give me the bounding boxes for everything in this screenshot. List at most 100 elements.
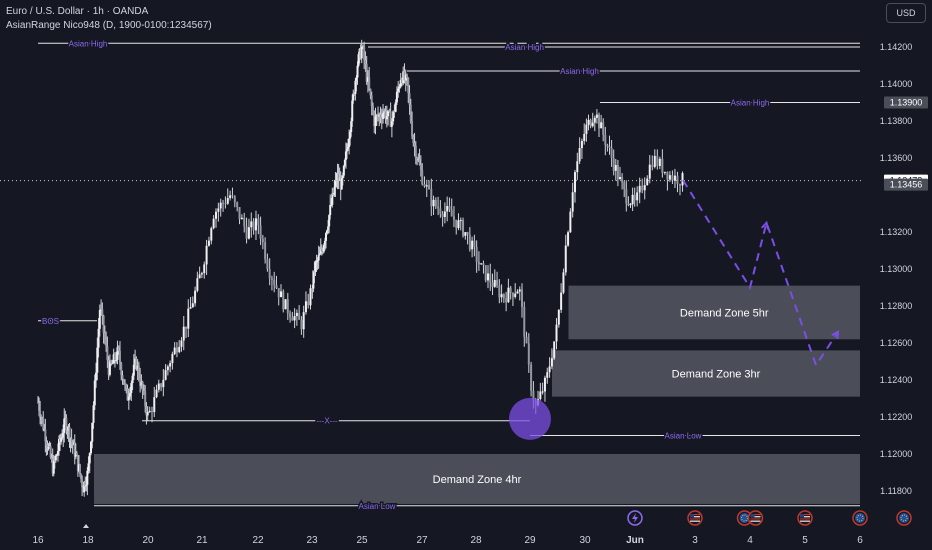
y-tick-label: 1.12600 <box>880 338 913 348</box>
candle-body <box>336 173 339 182</box>
candle-body <box>380 117 383 119</box>
candle-body <box>222 202 225 204</box>
candle-body <box>317 255 320 261</box>
x-tick-label: 25 <box>356 535 368 546</box>
candle-body <box>53 460 56 462</box>
candle-body <box>412 136 415 143</box>
candle-body <box>330 204 333 206</box>
candle-body <box>434 199 437 207</box>
candle-body <box>404 74 407 81</box>
candle-body <box>137 365 140 379</box>
candle-body <box>240 217 243 220</box>
x-tick-label: 21 <box>196 535 208 546</box>
candle-body <box>633 194 636 201</box>
candle-body <box>122 379 125 385</box>
flag-field <box>855 513 865 523</box>
candle-body <box>629 204 632 206</box>
demand-zone[interactable] <box>552 350 860 397</box>
candle-body <box>482 263 485 266</box>
candle-body <box>217 208 220 212</box>
candle-body <box>342 165 345 176</box>
candle-body <box>589 119 592 127</box>
flag-stripe <box>690 520 700 522</box>
candle-body <box>302 312 305 330</box>
candle-body <box>591 122 594 127</box>
candle-body <box>266 259 269 270</box>
level-label: Asian High <box>69 39 108 48</box>
candle-body <box>471 240 474 250</box>
candle-body <box>587 119 590 125</box>
candle-body <box>402 71 405 84</box>
candle-body <box>619 177 621 180</box>
highlight-circle[interactable] <box>509 397 551 440</box>
candle-body <box>282 291 285 310</box>
flag-stripe <box>690 514 700 516</box>
currency-button[interactable]: USD <box>886 3 926 23</box>
candle-body <box>332 193 335 195</box>
flag-stars <box>856 514 864 522</box>
candle-body <box>539 391 542 399</box>
candle-body <box>66 430 69 432</box>
demand-zone[interactable] <box>568 285 861 340</box>
candle-body <box>316 260 319 262</box>
candle-body <box>523 306 526 337</box>
candle-body <box>100 309 103 311</box>
candle-body <box>489 273 492 283</box>
candle-body <box>343 159 346 166</box>
candle-body <box>313 270 316 273</box>
candle-body <box>567 232 570 246</box>
candle-body <box>84 481 87 487</box>
candle-body <box>79 464 81 475</box>
candle-body <box>180 340 183 347</box>
candle-body <box>257 218 260 226</box>
flag-stripe <box>800 514 810 516</box>
candle-body <box>111 363 114 365</box>
y-tick-label: 1.12800 <box>880 301 913 311</box>
demand-zone[interactable] <box>94 454 860 504</box>
candle-body <box>511 292 514 297</box>
candle-body <box>56 451 59 455</box>
candle-body <box>236 202 239 207</box>
candle-body <box>229 195 232 199</box>
candle-body <box>557 309 560 325</box>
candle-body <box>651 164 654 167</box>
candle-body <box>76 455 79 471</box>
candle-body <box>108 361 111 375</box>
candle-body <box>346 149 348 152</box>
candle-body <box>187 308 190 329</box>
candle-body <box>627 203 630 206</box>
candle-body <box>238 206 241 220</box>
candle-body <box>553 341 556 359</box>
flag-stripe <box>750 514 761 516</box>
us-flag-icon[interactable] <box>747 510 764 526</box>
candle-body <box>92 405 95 423</box>
flag-stripe <box>750 516 761 518</box>
candle-body <box>98 310 101 329</box>
candle-body <box>468 234 471 250</box>
candle-body <box>392 111 395 122</box>
candle-body <box>328 215 331 227</box>
candle-body <box>500 294 503 298</box>
candle-body <box>550 358 553 367</box>
candle-body <box>585 124 588 134</box>
indicator-label: AsianRange Nico948 (D, 1900-0100:1234567… <box>6 20 212 31</box>
candle-body <box>96 347 99 373</box>
projection-path[interactable] <box>682 179 839 368</box>
level-label: BOS <box>42 317 59 326</box>
x-tick-label: 6 <box>857 535 863 546</box>
candle-body <box>284 299 287 310</box>
candle-body <box>44 429 47 442</box>
y-tick-label: 1.12400 <box>880 375 913 385</box>
candle-body <box>231 195 234 197</box>
x-tick-label: 4 <box>747 535 753 546</box>
candle-body <box>205 245 208 265</box>
us-flag-icon[interactable] <box>797 510 813 526</box>
candle-body <box>131 375 134 384</box>
candle-body <box>369 88 372 96</box>
candle-body <box>117 347 120 352</box>
candle-body <box>146 412 149 416</box>
candle-body <box>67 427 70 432</box>
candle-body <box>145 406 148 416</box>
us-flag-icon[interactable] <box>687 510 703 526</box>
